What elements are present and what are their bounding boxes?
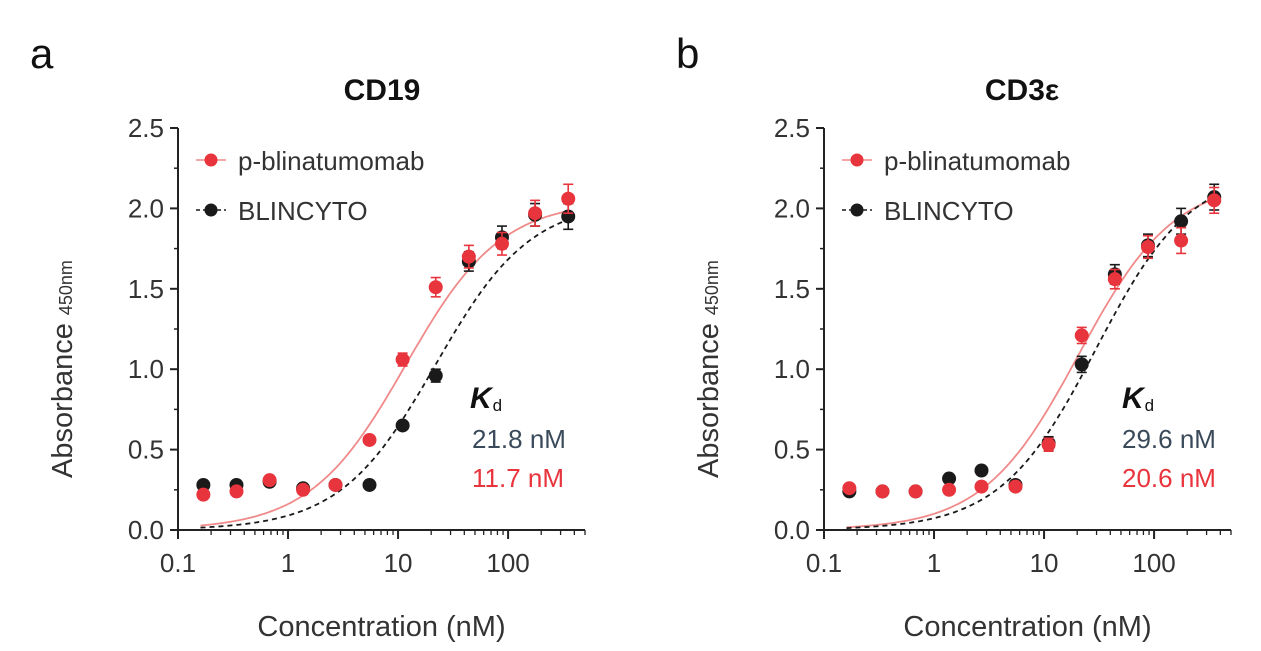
kd-value-blincyto: 29.6 nM [1122, 424, 1216, 454]
legend-label-blincyto: BLINCYTO [884, 196, 1014, 226]
x-axis-label: Concentration (nM) [903, 611, 1151, 643]
data-point-p-blinatumomab [561, 191, 576, 206]
data-point-p-blinatumomab [528, 206, 543, 221]
legend-marker-p-blinatumomab [204, 153, 218, 167]
x-tick-label: 100 [486, 548, 529, 578]
fit-curve-p-blinatumomab [846, 197, 1216, 529]
kd-symbol: Kd [470, 382, 502, 415]
x-tick-label: 1 [281, 548, 295, 578]
y-tick-label: 2.5 [128, 113, 164, 143]
data-point-p-blinatumomab [229, 484, 244, 499]
data-point-blincyto [1174, 214, 1189, 229]
panel-label: b [676, 30, 699, 77]
data-point-p-blinatumomab [362, 432, 377, 447]
y-tick-label: 0.5 [128, 435, 164, 465]
legend: p-blinatumomab BLINCYTO [196, 146, 424, 226]
data-point-p-blinatumomab [974, 479, 989, 494]
legend-label-p-blinatumomab: p-blinatumomab [238, 146, 424, 176]
data-points [842, 183, 1222, 499]
y-tick-label: 1.0 [774, 354, 810, 384]
panel-label: a [30, 30, 54, 77]
y-tick-label: 0.0 [128, 515, 164, 545]
data-point-p-blinatumomab [262, 473, 277, 488]
x-tick-label: 0.1 [806, 548, 842, 578]
data-point-p-blinatumomab [296, 482, 311, 497]
x-tick-label: 1 [927, 548, 941, 578]
data-point-p-blinatumomab [395, 352, 410, 367]
legend-marker-p-blinatumomab [850, 153, 864, 167]
data-point-p-blinatumomab [328, 477, 343, 492]
y-tick-label: 2.0 [774, 193, 810, 223]
data-point-p-blinatumomab [1107, 272, 1122, 287]
x-tick-label: 10 [1030, 548, 1059, 578]
kd-value-p-blinatumomab: 20.6 nM [1122, 463, 1216, 493]
data-point-p-blinatumomab [428, 280, 443, 295]
y-axis-label: Absorbance 450nm [693, 260, 725, 478]
data-point-p-blinatumomab [1207, 193, 1222, 208]
fit-curve-blincyto [846, 194, 1216, 529]
kd-symbol: Kd [1122, 382, 1154, 415]
data-point-p-blinatumomab [494, 236, 509, 251]
legend-label-p-blinatumomab: p-blinatumomab [884, 146, 1070, 176]
data-point-p-blinatumomab [461, 249, 476, 264]
data-point-p-blinatumomab [196, 487, 211, 502]
data-point-p-blinatumomab [1174, 233, 1189, 248]
y-tick-label: 2.5 [774, 113, 810, 143]
data-point-p-blinatumomab [842, 481, 857, 496]
x-tick-label: 10 [384, 548, 413, 578]
data-point-blincyto [395, 418, 410, 433]
legend-marker-blincyto [850, 203, 864, 217]
chart-title: CD3ε [985, 74, 1059, 107]
kd-annotation: Kd 21.8 nM 11.7 nM [470, 382, 566, 493]
fit-curves [846, 194, 1216, 529]
data-point-blincyto [428, 368, 443, 383]
legend-label-blincyto: BLINCYTO [238, 196, 368, 226]
data-point-blincyto [974, 463, 989, 478]
legend-marker-blincyto [204, 203, 218, 217]
data-point-p-blinatumomab [1140, 239, 1155, 254]
y-tick-label: 1.5 [774, 274, 810, 304]
x-tick-label: 100 [1132, 548, 1175, 578]
legend: p-blinatumomab BLINCYTO [842, 146, 1070, 226]
y-tick-label: 2.0 [128, 193, 164, 223]
y-axis-label: Absorbance 450nm [47, 260, 79, 478]
data-point-p-blinatumomab [1041, 437, 1056, 452]
fit-curve-blincyto [200, 218, 570, 529]
y-tick-label: 0.0 [774, 515, 810, 545]
kd-value-p-blinatumomab: 11.7 nM [472, 463, 564, 493]
x-tick-label: 0.1 [160, 548, 196, 578]
panel-b: b CD3ε 0.0 0.5 1.0 1.5 2.0 2.5 0.1 1 10 100 Concen… [676, 30, 1232, 643]
kd-value-blincyto: 21.8 nM [472, 424, 566, 454]
data-point-p-blinatumomab [1008, 479, 1023, 494]
data-point-blincyto [196, 477, 211, 492]
data-point-p-blinatumomab [875, 484, 890, 499]
data-point-p-blinatumomab [908, 484, 923, 499]
y-tick-label: 1.0 [128, 354, 164, 384]
data-point-blincyto [362, 477, 377, 492]
axes: 0.0 0.5 1.0 1.5 2.0 2.5 0.1 1 10 100 Concentration… [693, 113, 1232, 643]
data-point-blincyto [942, 471, 957, 486]
axes: 0.0 0.5 1.0 1.5 2.0 2.5 0.1 1 10 100 Concentration… [47, 113, 586, 643]
data-point-blincyto [1074, 357, 1089, 372]
data-points [196, 183, 576, 502]
y-tick-label: 1.5 [128, 274, 164, 304]
data-point-p-blinatumomab [942, 482, 957, 497]
y-tick-label: 0.5 [774, 435, 810, 465]
data-point-p-blinatumomab [1074, 328, 1089, 343]
kd-annotation: Kd 29.6 nM 20.6 nM [1122, 382, 1216, 493]
panel-a: a CD19 0.0 0.5 1.0 1.5 2.0 2.5 0.1 1 10 100 Concen… [30, 30, 586, 643]
x-axis-label: Concentration (nM) [257, 611, 505, 643]
chart-title: CD19 [344, 74, 421, 107]
